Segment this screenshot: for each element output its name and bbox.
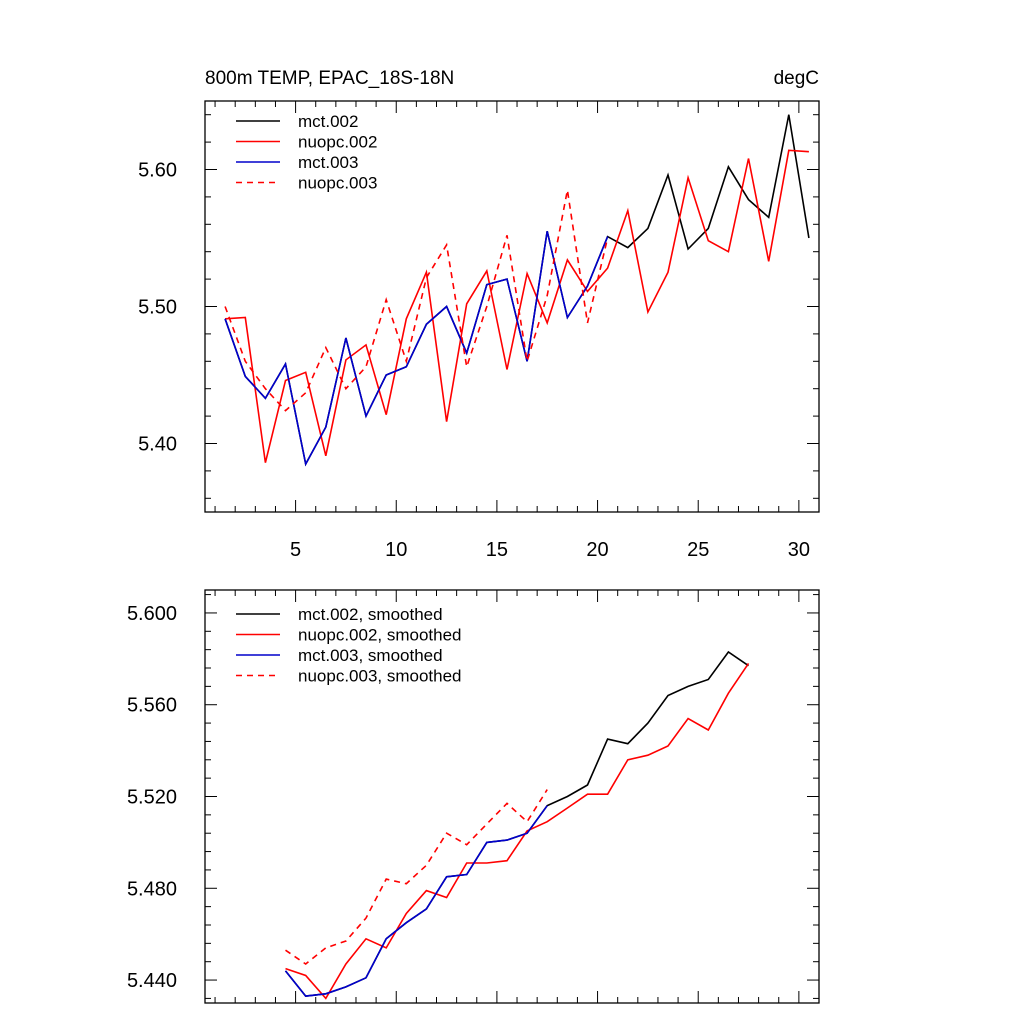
title-left: 800m TEMP, EPAC_18S-18N <box>205 68 454 89</box>
series-line-mct-002-smoothed <box>284 650 749 997</box>
x-tick-label: 20 <box>586 539 608 561</box>
legend-label: mct.002, smoothed <box>298 605 443 624</box>
legend-label: nuopc.003 <box>298 174 377 193</box>
y-tick-label: 5.440 <box>127 970 177 992</box>
legend-label: nuopc.002, smoothed <box>298 626 462 645</box>
y-tick-label: 5.50 <box>138 297 177 319</box>
x-tick-label: 15 <box>486 539 508 561</box>
series-line-nuopc-002-smoothed <box>285 662 750 1000</box>
legend-label: mct.003, smoothed <box>298 646 443 665</box>
x-tick-label: 10 <box>385 539 407 561</box>
top-panel: 800m TEMP, EPAC_18S-18N degC 5 10 15 20 25 30… <box>138 68 820 561</box>
legend-label: nuopc.003, smoothed <box>298 667 462 686</box>
y-tick-label: 5.560 <box>127 695 177 717</box>
legend-label: nuopc.002 <box>298 133 377 152</box>
y-tick-label: 5.60 <box>138 160 177 182</box>
title-right: degC <box>774 68 819 89</box>
y-tick-label: 5.40 <box>138 434 177 456</box>
legend-label: mct.003 <box>298 153 358 172</box>
x-tick-label: 25 <box>687 539 709 561</box>
y-tick-label: 5.520 <box>127 787 177 809</box>
series-line-nuopc-003-smoothed <box>285 789 548 965</box>
bottom-panel: 5.440 5.480 5.520 5.560 5.600 mct.002, smooth… <box>127 589 820 1004</box>
y-tick-label: 5.600 <box>127 603 177 625</box>
series-line-nuopc-003 <box>224 189 609 412</box>
x-tick-label: 30 <box>788 539 810 561</box>
series-line-nuopc-002 <box>225 149 809 463</box>
legend-label: mct.002 <box>298 112 358 131</box>
series-line-mct-003-smoothed <box>284 805 548 997</box>
series-line-mct-003 <box>224 231 609 467</box>
x-tick-label: 5 <box>290 539 301 561</box>
y-tick-label: 5.480 <box>127 878 177 900</box>
